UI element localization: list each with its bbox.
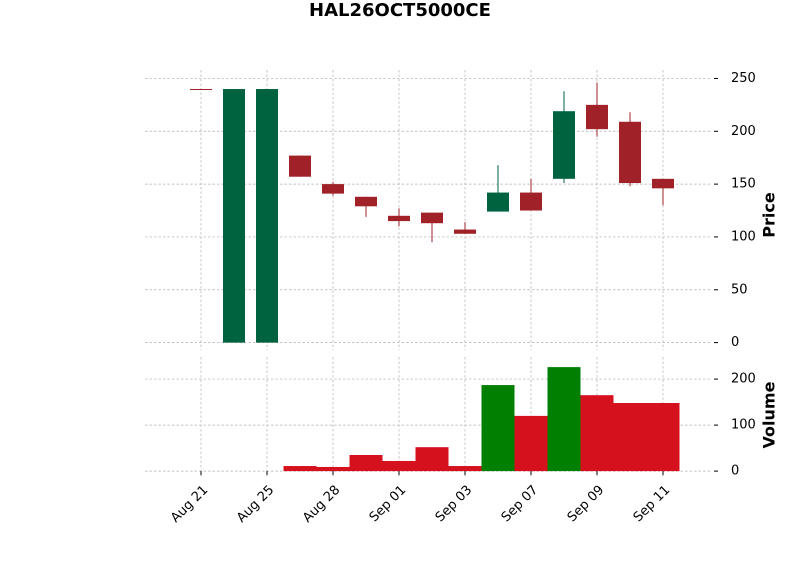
volume-bar xyxy=(514,415,548,472)
volume-axis-label: Volume xyxy=(760,381,779,448)
candle-body xyxy=(421,212,443,224)
x-tick-label: Sep 01 xyxy=(367,483,410,526)
x-tick-label: Sep 07 xyxy=(499,483,542,526)
candle-body xyxy=(322,184,344,194)
volume-bar xyxy=(316,466,350,472)
volume-bar xyxy=(547,367,581,472)
volume-bar xyxy=(481,385,515,472)
volume-bar xyxy=(382,460,416,472)
volume-bar xyxy=(613,403,647,472)
candle-body xyxy=(487,192,509,212)
x-tick-label: Sep 11 xyxy=(631,483,674,526)
candle-body xyxy=(652,178,674,189)
x-tick-label: Sep 03 xyxy=(433,483,476,526)
volume-tick-label: 0 xyxy=(731,464,739,479)
volume-tick-label: 100 xyxy=(731,418,756,433)
y-tick-label: 0 xyxy=(731,335,739,350)
y-tick-label: 250 xyxy=(731,71,756,86)
y-axis-label: Price xyxy=(760,192,779,238)
x-tick-label: Aug 25 xyxy=(234,483,277,526)
volume-bar xyxy=(580,395,614,472)
y-tick-label: 100 xyxy=(731,229,756,244)
candle-body xyxy=(586,104,608,130)
candle-body xyxy=(355,196,377,207)
chart-title: HAL26OCT5000CE xyxy=(309,0,491,21)
volume-bar xyxy=(415,447,449,472)
volume-tick-label: 200 xyxy=(731,372,756,387)
y-tick-label: 200 xyxy=(731,124,756,139)
candle-body xyxy=(289,155,311,177)
candle-body xyxy=(256,89,278,343)
y-tick-label: 150 xyxy=(731,177,756,192)
candle-body xyxy=(388,215,410,222)
candle-body xyxy=(190,89,212,91)
candle-body xyxy=(553,111,575,179)
volume-bar xyxy=(646,403,680,472)
volume-bar xyxy=(349,454,383,472)
candle-body xyxy=(619,121,641,184)
volume-bar xyxy=(448,466,482,472)
y-tick-label: 50 xyxy=(731,282,748,297)
x-tick-label: Aug 28 xyxy=(300,483,343,526)
x-tick-label: Aug 21 xyxy=(168,483,211,526)
candle-body xyxy=(520,192,542,211)
volume-bar xyxy=(283,466,317,472)
candle-body xyxy=(454,229,476,234)
x-tick-label: Sep 09 xyxy=(565,483,608,526)
candle-body xyxy=(223,89,245,343)
